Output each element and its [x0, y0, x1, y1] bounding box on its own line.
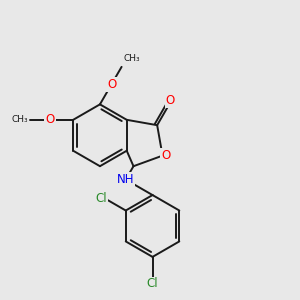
Text: O: O	[166, 94, 175, 106]
Text: CH₃: CH₃	[12, 115, 28, 124]
Text: O: O	[161, 149, 171, 162]
Text: CH₃: CH₃	[123, 54, 140, 63]
Text: NH: NH	[117, 173, 134, 186]
Text: O: O	[45, 113, 55, 126]
Text: Cl: Cl	[147, 278, 158, 290]
Text: Cl: Cl	[96, 192, 107, 205]
Text: O: O	[107, 78, 116, 91]
